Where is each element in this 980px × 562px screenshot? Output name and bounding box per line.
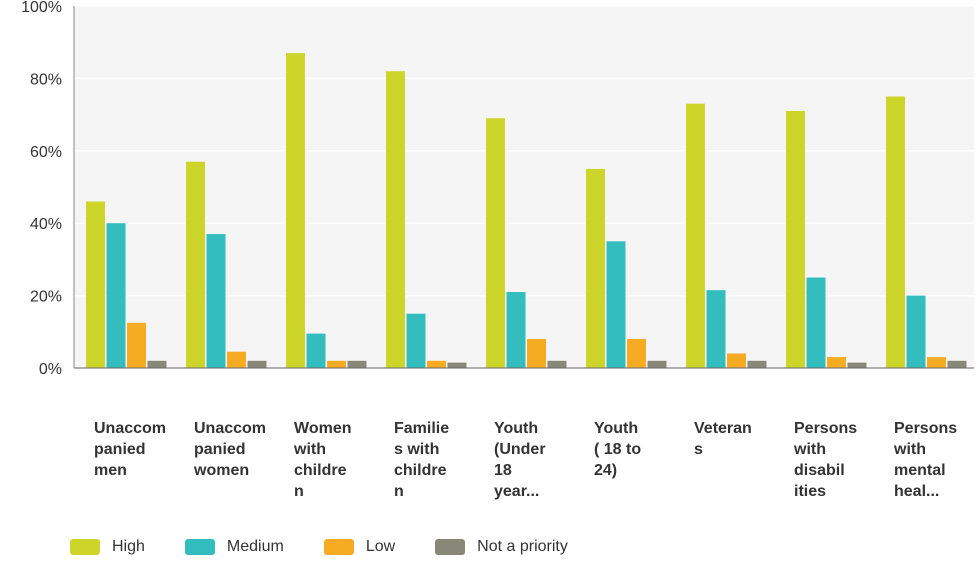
bar-high [386, 71, 405, 368]
bar-low [327, 360, 346, 368]
legend-item: Not a priority [435, 538, 568, 556]
legend-swatch [323, 539, 354, 555]
bar-medium [406, 313, 426, 368]
y-tick-label: 100% [21, 0, 62, 16]
x-tick-label: Veteran s [694, 420, 752, 458]
bar-medium [506, 292, 526, 368]
bar-low [927, 357, 946, 368]
x-tick-label: Persons with mental heal... [894, 420, 958, 500]
bar-low [627, 339, 646, 368]
legend-item: Medium [184, 538, 284, 556]
bar-high [686, 103, 705, 368]
bar-not-a-priority [147, 360, 167, 368]
bar-not-a-priority [747, 360, 767, 368]
x-tick-label: Persons with disabil ities [794, 420, 858, 500]
bar-not-a-priority [347, 360, 367, 368]
bar-medium [106, 223, 126, 368]
legend-swatch [435, 539, 466, 555]
bar-not-a-priority [547, 360, 567, 368]
bar-medium [706, 290, 726, 368]
bar-not-a-priority [647, 360, 667, 368]
bar-low [727, 353, 746, 368]
x-tick-label: Women with childre n [294, 420, 352, 500]
y-tick-label: 80% [30, 71, 62, 88]
y-tick-label: 40% [30, 216, 62, 233]
bar-not-a-priority [947, 360, 967, 368]
bar-high [186, 161, 205, 368]
x-tick-label: Unaccom panied men [94, 420, 167, 479]
y-tick-label: 0% [39, 361, 62, 378]
bar-high [586, 168, 605, 368]
legend-swatch [184, 539, 215, 555]
x-tick-label: Unaccom panied women [194, 420, 267, 479]
legend-item: Low [323, 538, 396, 556]
y-tick-label: 60% [30, 144, 62, 161]
bar-medium [306, 333, 326, 368]
bar-high [286, 53, 305, 368]
bar-not-a-priority [447, 362, 467, 368]
legend-label: High [112, 538, 145, 555]
legend-label: Medium [226, 538, 284, 555]
bar-high [486, 118, 505, 368]
bar-not-a-priority [847, 362, 867, 368]
x-tick-label: Familie s with childre n [394, 420, 450, 500]
legend-label: Not a priority [477, 538, 568, 555]
legend-swatch [70, 539, 100, 555]
y-axis-ticks: 0% 20% 40% 60% 80% 100% [21, 0, 62, 378]
bar-medium [606, 241, 626, 368]
legend-label: Low [365, 538, 396, 555]
bar-high [786, 111, 805, 368]
legend-item: High [70, 538, 145, 556]
bar-low [227, 351, 246, 368]
legend: High Medium Low Not a priority [70, 538, 608, 556]
bar-low [527, 339, 546, 368]
bar-high [886, 96, 905, 368]
x-tick-label: Youth (Under 18 year... [494, 420, 546, 500]
y-tick-label: 20% [30, 289, 62, 306]
bar-low [827, 357, 846, 368]
bar-not-a-priority [247, 360, 267, 368]
bar-high [86, 201, 105, 368]
bar-low [127, 322, 146, 369]
bars [86, 53, 967, 369]
bar-medium [206, 234, 226, 368]
x-tick-label: Youth ( 18 to 24) [594, 420, 642, 479]
bar-medium [906, 295, 926, 368]
bar-low [427, 360, 446, 368]
bar-medium [806, 277, 826, 368]
